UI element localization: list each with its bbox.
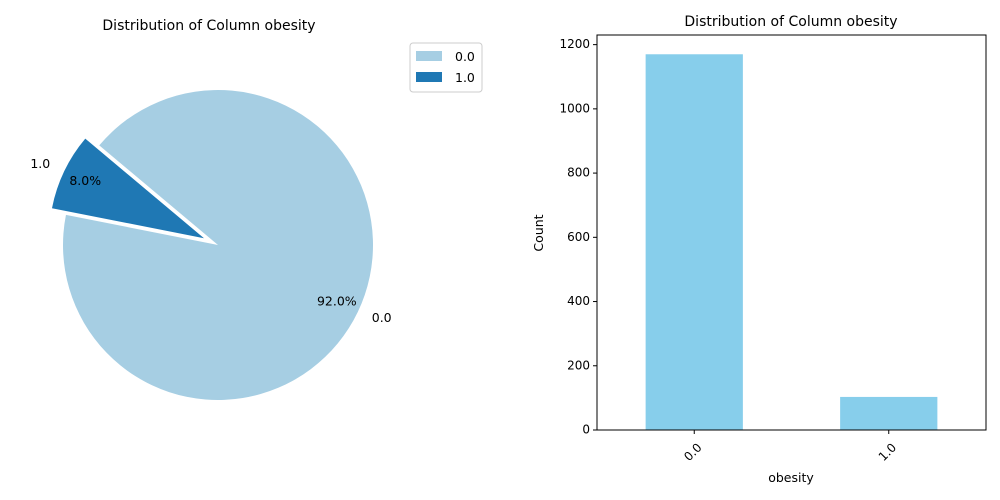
legend-swatch-0 bbox=[416, 51, 442, 61]
x-axis-ticks: 0.0 1.0 bbox=[681, 430, 899, 464]
pie-title: Distribution of Column obesity bbox=[102, 18, 315, 34]
pie-chart: Distribution of Column obesity 0.0 92.0% 1… bbox=[30, 18, 483, 400]
x-axis-label: obesity bbox=[768, 470, 814, 485]
y-tick-label: 800 bbox=[567, 166, 590, 180]
pie-labels: 0.0 92.0% 1.0 8.0% bbox=[30, 156, 391, 325]
plot-frame bbox=[596, 34, 987, 431]
y-tick-label: 1200 bbox=[559, 37, 590, 51]
pie-slice-1.0 bbox=[51, 138, 205, 239]
bar-1.0 bbox=[840, 396, 938, 430]
bar-chart: Distribution of Column obesity 0 200 400 60… bbox=[531, 14, 987, 485]
bar-0.0 bbox=[645, 54, 743, 431]
x-tick-label: 1.0 bbox=[876, 440, 899, 463]
pie-legend: 0.0 1.0 bbox=[409, 42, 483, 93]
bar-title: Distribution of Column obesity bbox=[684, 14, 897, 30]
y-tick-label: 400 bbox=[567, 294, 590, 308]
y-tick-label: 0 bbox=[582, 423, 590, 437]
pie-percent-label: 92.0% bbox=[317, 293, 357, 308]
pie-percent-label: 8.0% bbox=[69, 173, 101, 188]
legend-swatch-1 bbox=[416, 72, 442, 82]
legend-label-1: 1.0 bbox=[455, 70, 475, 85]
y-tick-label: 1000 bbox=[559, 101, 590, 115]
y-axis-ticks: 0 200 400 600 800 1000 1200 bbox=[559, 37, 597, 437]
y-axis-label: Count bbox=[531, 214, 546, 251]
pie-category-label: 1.0 bbox=[30, 156, 50, 171]
y-tick-label: 200 bbox=[567, 358, 590, 372]
y-tick-label: 600 bbox=[567, 230, 590, 244]
legend-label-0: 0.0 bbox=[455, 49, 475, 64]
pie-slice-0.0 bbox=[63, 89, 374, 400]
pie-category-label: 0.0 bbox=[372, 310, 392, 325]
pie-slices bbox=[51, 89, 374, 400]
bars bbox=[645, 54, 938, 431]
x-tick-label: 0.0 bbox=[681, 440, 704, 463]
